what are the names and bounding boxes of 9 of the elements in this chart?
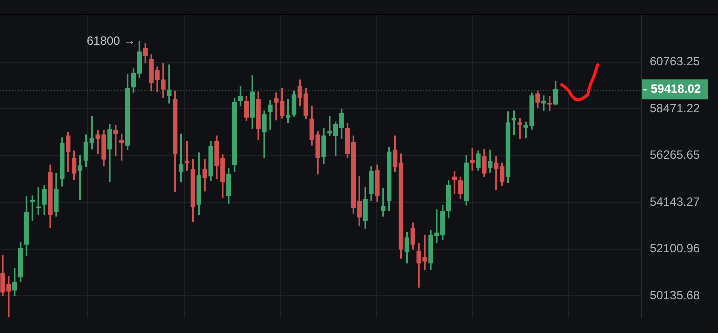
- candlestick: [268, 100, 273, 130]
- y-tick-label: 52100.96: [650, 242, 700, 256]
- ref-line-label: 59418.02: [651, 82, 702, 96]
- annotation: 61800 →: [86, 34, 136, 48]
- y-tick-label: 50135.68: [650, 288, 700, 302]
- y-tick-label: 56265.65: [650, 148, 700, 162]
- y-tick-label: 58471.22: [650, 101, 700, 116]
- y-tick-label: 60763.25: [650, 54, 700, 69]
- y-tick-label: 54143.27: [650, 194, 700, 209]
